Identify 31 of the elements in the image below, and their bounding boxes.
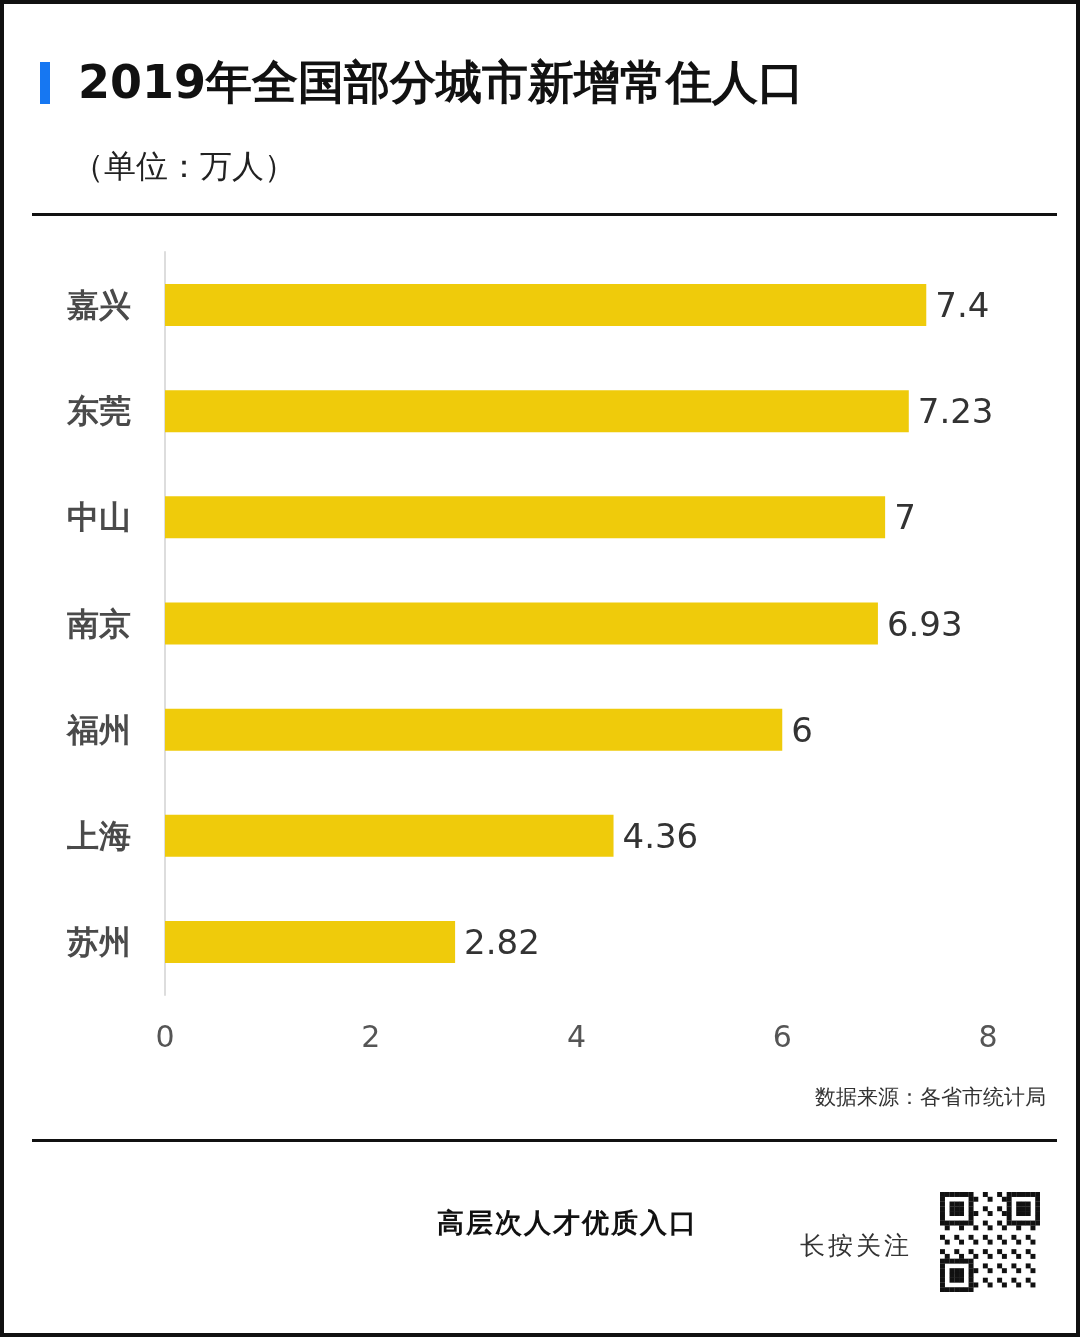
y-tick-label: 苏州 bbox=[66, 922, 131, 961]
bar bbox=[165, 496, 886, 539]
bar bbox=[165, 814, 614, 857]
y-tick-label: 中山 bbox=[67, 498, 131, 537]
x-tick-label: 8 bbox=[978, 1018, 998, 1054]
chart-subtitle: （单位：万人） bbox=[72, 146, 296, 187]
data-label: 7 bbox=[894, 497, 916, 538]
data-label: 7.4 bbox=[935, 285, 990, 326]
chart-title: 2019年全国部分城市新增常住人口 bbox=[78, 54, 805, 111]
data-label: 2.82 bbox=[464, 921, 540, 962]
x-tick-label: 2 bbox=[361, 1018, 381, 1054]
y-tick-label: 东莞 bbox=[66, 392, 131, 431]
text: 长按关注 bbox=[800, 1230, 912, 1262]
text: 高层次人才优质入口 bbox=[437, 1206, 698, 1240]
y-tick-label: 南京 bbox=[67, 604, 131, 643]
data-label: 7.23 bbox=[917, 391, 994, 432]
data-label: 4.36 bbox=[622, 815, 699, 856]
bar bbox=[165, 920, 456, 963]
data-label: 6.93 bbox=[886, 603, 963, 644]
x-tick-label: 6 bbox=[772, 1018, 792, 1054]
bar bbox=[165, 284, 927, 327]
y-tick-label: 上海 bbox=[66, 816, 131, 855]
y-tick-label: 福州 bbox=[65, 710, 131, 749]
bar bbox=[165, 708, 783, 751]
y-tick-label: 嘉兴 bbox=[67, 286, 131, 325]
data-label: 6 bbox=[791, 709, 813, 750]
source-note: 数据来源：各省市统计局 bbox=[815, 1084, 1046, 1111]
bar bbox=[165, 390, 909, 433]
x-tick-label: 4 bbox=[566, 1018, 587, 1054]
x-tick-label: 0 bbox=[155, 1018, 175, 1054]
bar bbox=[165, 602, 878, 645]
